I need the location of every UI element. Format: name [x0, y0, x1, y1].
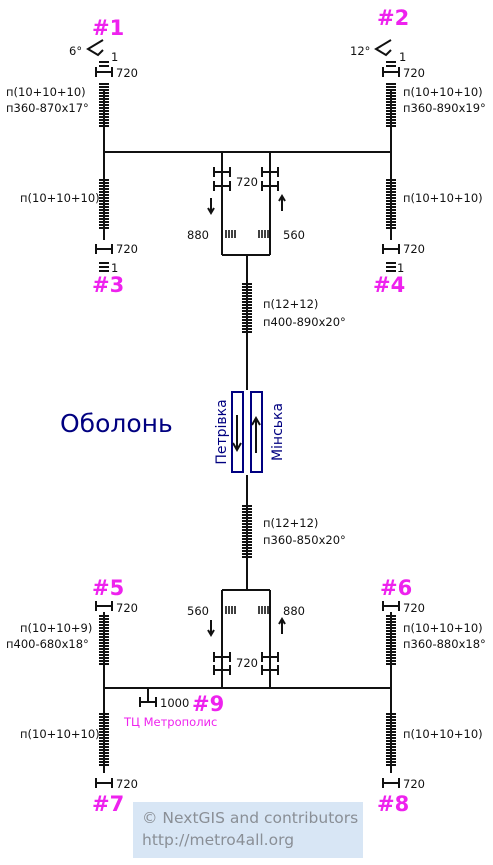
stairs-5-count: п(10+10+9) — [20, 621, 92, 635]
escal-5-spec: п400-680х18° — [6, 637, 89, 651]
exit-5-label: #5 — [92, 576, 124, 600]
exit-3-width: 720 — [116, 242, 138, 256]
platform-minska — [250, 391, 263, 473]
stairs-4-count: п(10+10+10) — [403, 191, 483, 205]
stairs-6-count: п(10+10+10) — [403, 621, 483, 635]
exit-7-width: 720 — [116, 777, 138, 791]
stairs-2-count: п(10+10+10) — [403, 85, 483, 99]
exit-4-step: 1 — [397, 261, 404, 275]
hall-north-left-width: 880 — [187, 228, 209, 242]
hall-north-right-width: 560 — [283, 228, 305, 242]
exit-4-width: 720 — [403, 242, 425, 256]
hall-north-width: 720 — [236, 175, 258, 189]
stairs-1-count: п(10+10+10) — [6, 85, 86, 99]
ramp-1-angle: 6° — [69, 44, 82, 58]
hall-south-width: 720 — [236, 656, 258, 670]
exit-6-label: #6 — [380, 576, 412, 600]
exit-7-label: #7 — [92, 792, 124, 816]
hall-south-right-width: 880 — [283, 604, 305, 618]
stairs-3-count: п(10+10+10) — [20, 191, 100, 205]
hall-south-left-width: 560 — [187, 604, 209, 618]
stairs-and-turnstiles — [95, 61, 400, 788]
escal-1-spec: п360-870х17° — [6, 101, 89, 115]
escal-south-spec: п360-850х20° — [263, 533, 346, 547]
stairs-7-count: п(10+10+10) — [20, 727, 100, 741]
platform-petrivka — [231, 391, 244, 473]
exit-1-width: 720 — [116, 66, 138, 80]
ramp-2-angle: 12° — [350, 44, 370, 58]
exit-3-step: 1 — [111, 261, 118, 275]
station-name: Оболонь — [60, 409, 173, 438]
credit-url[interactable]: http://metro4all.org — [142, 831, 295, 849]
exit-1-label: #1 — [92, 16, 124, 40]
credit-copyright: © NextGIS and contributors — [142, 809, 359, 827]
exit-2-width: 720 — [403, 66, 425, 80]
escal-6-spec: п360-880х18° — [403, 637, 486, 651]
exit-4-label: #4 — [373, 273, 405, 297]
exit-6-width: 720 — [403, 601, 425, 615]
stairs-north-count: п(12+12) — [263, 297, 318, 311]
stairs-8-count: п(10+10+10) — [403, 727, 483, 741]
exit-9-width: 1000 — [160, 696, 189, 710]
exit-2-label: #2 — [377, 6, 409, 30]
platform-right-name: Мінська — [270, 403, 286, 461]
exit-1-step: 1 — [111, 50, 118, 64]
exit-9-label: #9 — [192, 692, 224, 716]
exit-2-step: 1 — [399, 50, 406, 64]
escal-north-spec: п400-890х20° — [263, 315, 346, 329]
stairs-south-count: п(12+12) — [263, 516, 318, 530]
credit-box: © NextGIS and contributors http://metro4… — [133, 802, 363, 858]
exit-8-width: 720 — [403, 777, 425, 791]
exit-5-width: 720 — [116, 601, 138, 615]
platform-left-name: Петрівка — [214, 399, 230, 464]
escal-2-spec: п360-890х19° — [403, 101, 486, 115]
exit-8-label: #8 — [377, 792, 409, 816]
exit-3-label: #3 — [92, 273, 124, 297]
exit-9-place: ТЦ Метрополис — [123, 715, 217, 729]
